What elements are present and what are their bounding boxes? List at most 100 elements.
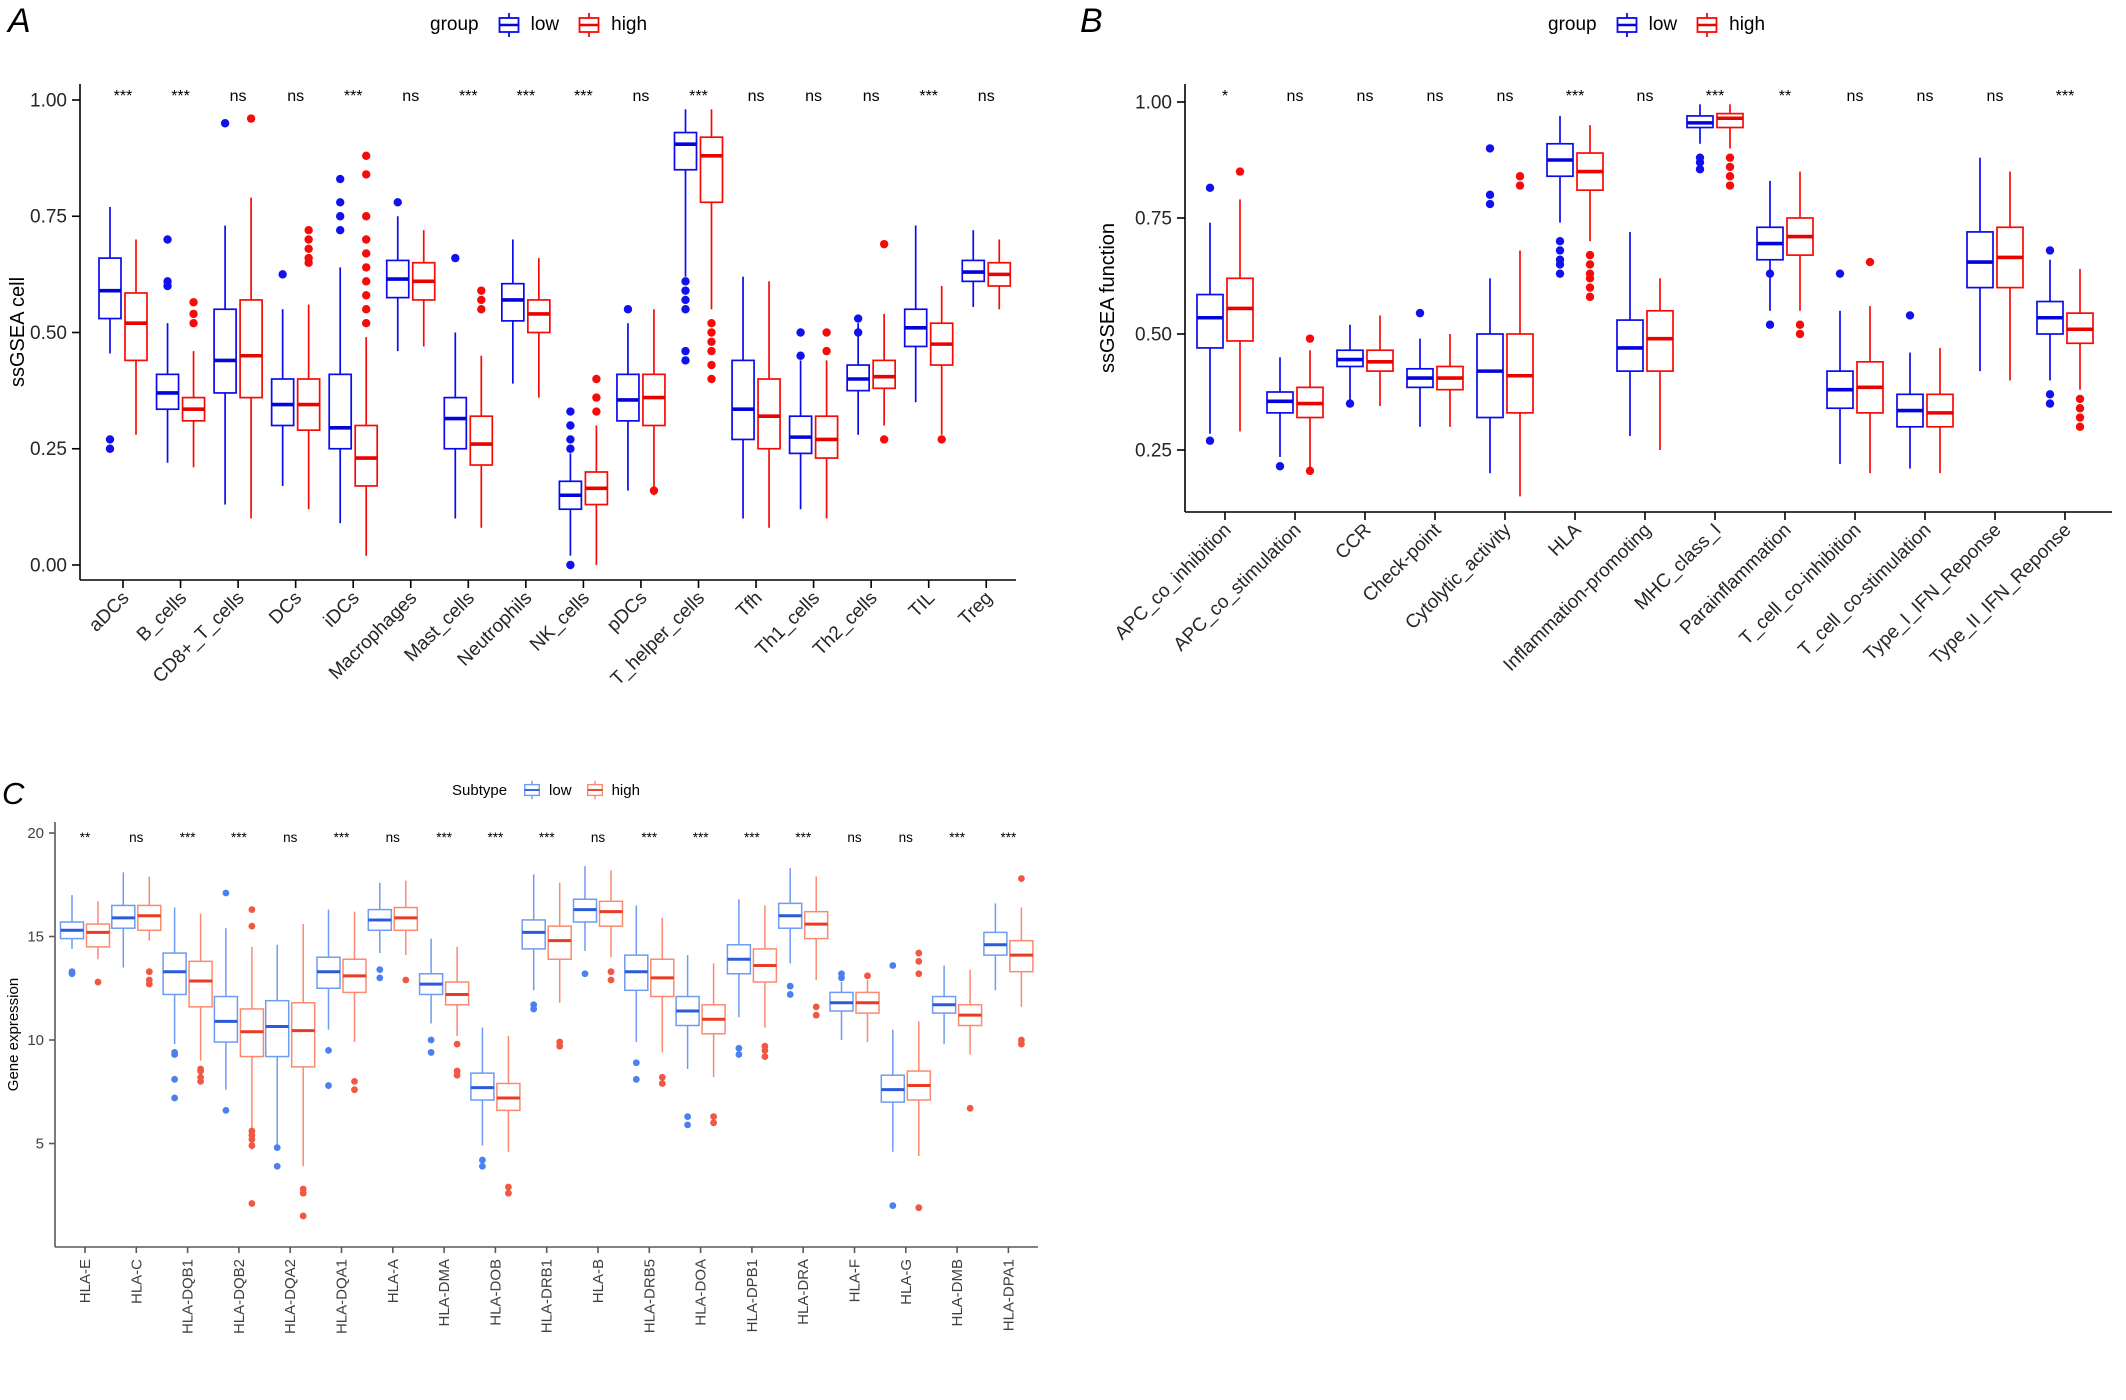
box-Treg-high: [987, 239, 1012, 310]
outlier-point: [710, 1119, 717, 1127]
y-tick-label: 0.25: [1135, 440, 1172, 461]
outlier-point: [707, 319, 716, 328]
x-tick-label: B_cells: [133, 588, 191, 646]
box-Th1_cells-low: [788, 328, 813, 510]
box-Neutrophils-low: [501, 239, 525, 384]
outlier-point: [1555, 255, 1565, 264]
outlier-point: [325, 1046, 332, 1054]
box-HLA-A-high: [393, 880, 419, 984]
box-HLA-DMA-low: [418, 938, 444, 1056]
outlier-point: [581, 970, 589, 978]
panel-a-label: A: [8, 2, 31, 40]
outlier-point: [336, 212, 345, 221]
x-tick-label: T_cell_co-inhibition: [1736, 520, 1866, 650]
outlier-point: [336, 198, 345, 207]
outlier-point: [94, 978, 102, 986]
significance-label: ns: [287, 88, 304, 105]
outlier-point: [566, 421, 575, 430]
significance-label: ***: [1706, 88, 1725, 105]
box-TIL-high: [929, 286, 954, 444]
box-Check-point-low: [1406, 308, 1434, 427]
outlier-point: [1725, 153, 1735, 162]
outlier-point: [1765, 269, 1775, 278]
box-B_cells-high: [181, 298, 206, 468]
outlier-point: [304, 253, 313, 263]
outlier-point: [304, 226, 313, 235]
outlier-point: [592, 374, 601, 384]
outlier-point: [336, 226, 345, 235]
outlier-point: [632, 1075, 640, 1083]
box-HLA-A-low: [367, 882, 393, 982]
box-DCs-high: [296, 226, 321, 510]
y-tick-label: 1.00: [30, 90, 67, 111]
significance-label: ns: [591, 830, 606, 845]
box-HLA-B-low: [572, 866, 598, 978]
significance-label: ns: [386, 830, 401, 845]
outlier-point: [163, 277, 172, 286]
outlier-point: [879, 239, 889, 249]
outlier-point: [402, 976, 410, 984]
box-HLA-F-high: [855, 972, 880, 1043]
significance-label: ***: [344, 88, 363, 105]
x-tick-label: HLA-DQB1: [180, 1259, 197, 1334]
outlier-point: [362, 235, 371, 244]
x-tick-label: HLA-DMA: [436, 1259, 453, 1327]
x-tick-label: DCs: [265, 588, 306, 629]
box-HLA-E-low: [59, 895, 85, 978]
significance-label: ***: [1566, 88, 1585, 105]
box-Macrophages-high: [411, 230, 436, 347]
outlier-point: [735, 1044, 743, 1052]
outlier-point: [362, 305, 371, 314]
significance-label: ***: [693, 830, 710, 845]
x-tick-label: HLA-DRB5: [641, 1259, 658, 1333]
outlier-point: [556, 1038, 564, 1046]
outlier-point: [1018, 875, 1025, 882]
box-CCR-high: [1366, 315, 1394, 406]
outlier-point: [1795, 320, 1805, 329]
outlier-point: [864, 972, 871, 980]
significance-label: ***: [795, 830, 812, 845]
boxplot-swatch-high-icon: [1694, 12, 1720, 38]
y-tick-label: 15: [27, 929, 44, 946]
x-tick-label: TIL: [905, 588, 939, 622]
outlier-point: [278, 270, 287, 279]
outlier-point: [248, 1200, 256, 1207]
outlier-point: [1485, 199, 1495, 209]
outlier-point: [623, 305, 633, 314]
outlier-point: [351, 1078, 358, 1085]
x-tick-label: HLA-A: [385, 1259, 402, 1303]
box-Mast_cells-high: [469, 286, 494, 528]
outlier-point: [505, 1189, 512, 1197]
box-HLA-high: [1576, 125, 1604, 302]
outlier-point: [1695, 165, 1705, 174]
significance-label: ns: [748, 88, 765, 105]
outlier-point: [362, 277, 371, 286]
significance-label: ***: [919, 88, 938, 105]
outlier-point: [796, 351, 805, 360]
box-Check-point-high: [1436, 334, 1464, 427]
x-tick-label: Treg: [955, 588, 997, 630]
box-NK_cells-low: [558, 407, 583, 570]
significance-label: **: [80, 830, 91, 845]
box-B_cells-low: [155, 235, 180, 463]
x-tick-label: HLA-F: [847, 1259, 864, 1302]
x-tick-label: HLA-DOB: [487, 1259, 504, 1326]
box-HLA-DQB2-high: [239, 906, 265, 1207]
outlier-point: [1835, 269, 1845, 278]
outlier-point: [681, 295, 690, 305]
y-tick-label: 0.75: [1135, 208, 1172, 229]
outlier-point: [681, 277, 690, 286]
outlier-point: [477, 295, 486, 305]
box-MHC_class_I-low: [1686, 104, 1714, 174]
outlier-point: [248, 906, 256, 913]
outlier-point: [658, 1080, 666, 1087]
outlier-point: [197, 1073, 205, 1081]
legend-label-high-a: high: [611, 14, 648, 35]
x-tick-label: T_cell_co-stimulation: [1794, 520, 1935, 661]
box-T_helper_cells-high: [699, 109, 724, 384]
outlier-point: [1725, 162, 1735, 172]
x-tick-label: CCR: [1332, 520, 1376, 564]
significance-label: ***: [488, 830, 505, 845]
outlier-point: [1515, 181, 1525, 190]
